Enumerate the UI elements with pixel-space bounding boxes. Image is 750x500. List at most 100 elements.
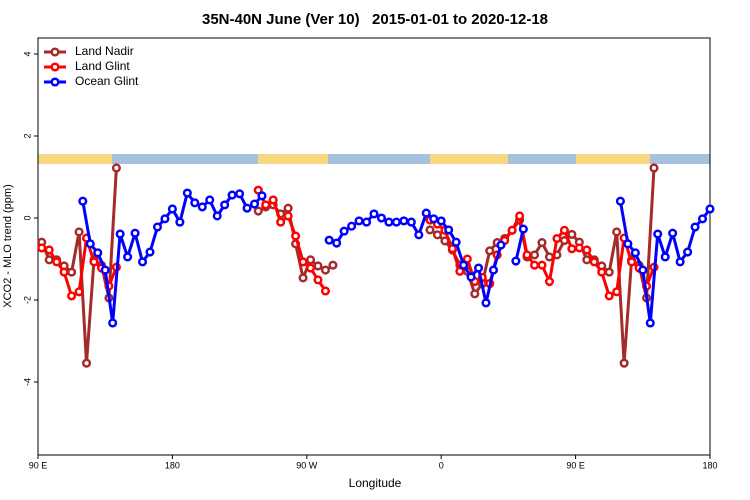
y-tick-label: -2 (22, 296, 32, 304)
data-point (406, 217, 416, 227)
data-point (190, 198, 200, 208)
data-point (518, 224, 528, 234)
data-point (612, 287, 622, 297)
data-point (544, 252, 555, 262)
data-point (552, 233, 562, 244)
data-point (167, 204, 177, 214)
legend-marker (50, 62, 60, 72)
data-point (414, 230, 424, 240)
data-point (559, 225, 569, 235)
data-point (305, 255, 316, 265)
data-point (630, 248, 640, 258)
data-point (705, 204, 715, 214)
data-point (257, 191, 267, 201)
data-point (470, 289, 480, 299)
data-point (455, 266, 465, 276)
data-point (320, 286, 331, 296)
data-point (567, 244, 577, 254)
data-point (220, 200, 230, 210)
series-line (40, 167, 656, 365)
data-point (529, 250, 540, 260)
legend-label: Land Nadir (75, 44, 134, 58)
y-tick-label: 4 (22, 51, 32, 56)
data-point (690, 222, 700, 232)
legend-label: Ocean Glint (75, 74, 139, 88)
data-point (81, 358, 92, 368)
data-point (324, 235, 334, 245)
x-tick-label: 180 (165, 460, 180, 470)
data-point (683, 247, 693, 257)
data-point (111, 163, 121, 173)
data-point (227, 190, 237, 200)
data-point (459, 260, 469, 270)
data-point (152, 222, 163, 232)
data-point (100, 265, 110, 275)
data-point (369, 209, 379, 219)
data-point (638, 265, 648, 275)
data-point (473, 263, 484, 273)
data-point (115, 229, 125, 239)
data-point (298, 273, 308, 283)
data-point (462, 254, 472, 264)
x-tick-label: 90 W (296, 460, 318, 470)
data-point (615, 196, 625, 206)
data-point (582, 255, 592, 265)
data-point (44, 255, 54, 265)
data-point (205, 195, 215, 205)
data-point (447, 244, 457, 254)
data-point (481, 298, 491, 308)
data-point (399, 216, 409, 226)
data-point (391, 217, 401, 227)
data-point (85, 239, 95, 249)
data-point (67, 291, 77, 301)
data-point (488, 265, 499, 275)
data-point (74, 287, 84, 297)
data-point (89, 257, 99, 267)
data-point (160, 214, 170, 224)
x-tick-label: 90 E (566, 460, 585, 470)
data-point (235, 189, 245, 199)
data-point (276, 217, 286, 227)
data-point (485, 246, 495, 256)
data-point (339, 226, 349, 236)
data-point (305, 263, 316, 273)
data-point (436, 216, 446, 226)
data-point (283, 211, 293, 221)
data-point (145, 247, 155, 257)
data-point (619, 358, 629, 368)
data-point (604, 291, 614, 301)
data-point (298, 257, 308, 267)
data-point (597, 267, 607, 277)
data-point (137, 257, 148, 267)
data-point (537, 260, 547, 270)
data-point (582, 245, 592, 255)
data-point (376, 213, 387, 223)
data-point (544, 277, 555, 287)
data-point (283, 203, 293, 213)
data-point (623, 239, 633, 249)
x-tick-label: 0 (439, 460, 444, 470)
data-point (78, 196, 88, 206)
data-point (515, 211, 525, 221)
data-point (522, 250, 532, 260)
data-point (291, 231, 301, 241)
data-point (361, 217, 372, 227)
data-point (93, 248, 103, 258)
data-point (421, 208, 431, 218)
data-point (496, 240, 506, 250)
data-point (37, 243, 47, 253)
y-tick-label: 2 (22, 133, 32, 138)
x-tick-label: 180 (702, 460, 717, 470)
data-point (320, 265, 331, 275)
data-point (507, 225, 517, 235)
data-point (574, 243, 584, 253)
chart-title: 35N-40N June (Ver 10) 2015-01-01 to 2020… (202, 11, 548, 28)
data-point (589, 257, 599, 267)
data-point (52, 257, 62, 267)
data-point (429, 214, 439, 224)
data-point (612, 227, 622, 237)
data-point (604, 267, 614, 277)
data-point (261, 200, 271, 210)
data-point (627, 257, 637, 267)
data-point (242, 203, 252, 213)
